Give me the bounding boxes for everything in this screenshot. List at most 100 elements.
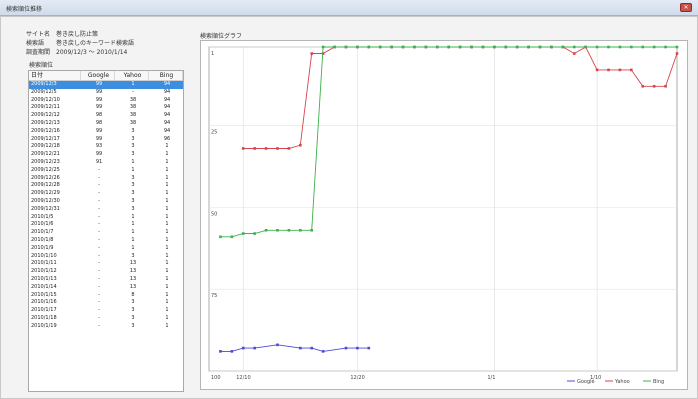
- table-row[interactable]: 2010/1/14 - 13 1: [29, 284, 183, 292]
- table-row[interactable]: 2010/1/15 - 8 1: [29, 292, 183, 300]
- cell-date: 2009/12/23: [31, 158, 60, 165]
- data-point-bing: [595, 45, 599, 49]
- cell-date: 2009/12/10: [31, 96, 60, 103]
- cell-google: -: [98, 283, 100, 290]
- cell-bing: 94: [163, 104, 171, 111]
- cell-yahoo: 3: [131, 190, 135, 197]
- cell-google: -: [98, 221, 100, 228]
- data-point-yahoo: [241, 147, 245, 150]
- cell-yahoo: 38: [129, 112, 137, 119]
- close-button[interactable]: ✕: [680, 3, 692, 12]
- cell-date: 2010/1/9: [31, 244, 54, 251]
- data-point-google: [299, 346, 302, 350]
- column-header-date[interactable]: 日付: [29, 71, 81, 80]
- data-point-bing: [424, 45, 428, 49]
- cell-yahoo: 3: [131, 127, 135, 134]
- data-point-bing: [321, 45, 325, 49]
- column-header-yahoo[interactable]: Yahoo: [115, 71, 149, 80]
- table-row[interactable]: 2010/1/5 - 1 1: [29, 214, 183, 222]
- data-point-bing: [664, 45, 667, 49]
- cell-google: -: [98, 213, 100, 220]
- data-point-bing: [504, 45, 508, 49]
- data-point-yahoo: [299, 143, 302, 147]
- table-row[interactable]: 2009/12/10 99 38 94: [29, 97, 183, 105]
- legend-label-bing: Bing: [653, 379, 664, 385]
- cell-google: -: [98, 322, 100, 329]
- cell-yahoo: 1: [131, 158, 135, 165]
- cell-bing: 1: [165, 260, 169, 267]
- table-row[interactable]: 2009/12/23 91 1 1: [29, 159, 183, 167]
- cell-yahoo: 3: [131, 143, 135, 150]
- table-row[interactable]: 2010/1/11 - 13 1: [29, 260, 183, 268]
- cell-yahoo: 13: [129, 260, 137, 267]
- table-row[interactable]: 2010/1/13 - 13 1: [29, 276, 183, 284]
- cell-bing: 94: [163, 81, 171, 87]
- cell-yahoo: 3: [131, 314, 135, 321]
- table-row[interactable]: 2010/1/12 - 13 1: [29, 268, 183, 276]
- table-row[interactable]: 2009/12/13 98 38 94: [29, 120, 183, 128]
- data-point-bing: [652, 45, 656, 49]
- table-row[interactable]: 2009/12/31 - 3 1: [29, 206, 183, 214]
- column-header-bing[interactable]: Bing: [149, 71, 183, 80]
- cell-yahoo: 3: [131, 307, 135, 314]
- table-row[interactable]: 2010/1/17 - 3 1: [29, 307, 183, 315]
- cell-bing: 1: [165, 252, 169, 259]
- data-point-bing: [493, 45, 496, 49]
- table-row[interactable]: 2009/12/29 - 3 1: [29, 190, 183, 198]
- table-row[interactable]: 2009/12/5 99 - 94: [29, 89, 183, 97]
- cell-yahoo: 1: [131, 229, 135, 236]
- data-point-google: [367, 346, 371, 350]
- column-header-google[interactable]: Google: [81, 71, 115, 80]
- cell-bing: 1: [165, 268, 169, 275]
- cell-yahoo: 3: [131, 174, 135, 181]
- table-row[interactable]: 2010/1/18 - 3 1: [29, 315, 183, 323]
- table-row[interactable]: 2009/12/11 99 38 94: [29, 104, 183, 112]
- table-row[interactable]: 2010/1/9 - 1 1: [29, 245, 183, 253]
- data-point-yahoo: [618, 68, 622, 72]
- table-row[interactable]: 2010/1/8 - 1 1: [29, 237, 183, 245]
- cell-bing: 94: [163, 96, 171, 103]
- ranking-table[interactable]: 日付 Google Yahoo Bing 2009/12/3 99 1 94 2009/…: [28, 70, 184, 392]
- cell-bing: 1: [165, 307, 169, 314]
- table-row[interactable]: 2009/12/3 99 1 94: [29, 81, 183, 89]
- table-row[interactable]: 2009/12/25 - 1 1: [29, 167, 183, 175]
- cell-google: -: [98, 244, 100, 251]
- table-row[interactable]: 2009/12/16 99 3 94: [29, 128, 183, 136]
- table-row[interactable]: 2010/1/10 - 3 1: [29, 253, 183, 261]
- data-point-yahoo: [675, 52, 679, 55]
- table-row[interactable]: 2010/1/6 - 1 1: [29, 221, 183, 229]
- cell-date: 2010/1/6: [31, 221, 54, 228]
- table-row[interactable]: 2009/12/26 - 3 1: [29, 175, 183, 183]
- data-point-yahoo: [641, 84, 645, 88]
- cell-date: 2009/12/16: [31, 127, 60, 134]
- cell-yahoo: 3: [131, 151, 135, 158]
- legend-label-google: Google: [577, 379, 595, 385]
- cell-date: 2009/12/18: [31, 143, 60, 150]
- cell-date: 2009/12/12: [31, 112, 60, 119]
- info-value: 巻き戻しのキーワード検索語: [56, 40, 135, 47]
- cell-yahoo: 1: [131, 166, 135, 173]
- cell-date: 2009/12/25: [31, 166, 60, 173]
- cell-bing: 1: [165, 197, 169, 204]
- data-point-yahoo: [652, 84, 656, 88]
- table-row[interactable]: 2010/1/16 - 3 1: [29, 299, 183, 307]
- data-point-bing: [264, 228, 268, 232]
- cell-yahoo: 1: [131, 244, 135, 251]
- table-row[interactable]: 2010/1/19 - 3 1: [29, 323, 183, 331]
- table-header: 日付 Google Yahoo Bing: [29, 71, 183, 81]
- cell-date: 2010/1/14: [31, 283, 57, 290]
- table-row[interactable]: 2009/12/28 - 3 1: [29, 182, 183, 190]
- data-point-bing: [287, 228, 291, 232]
- cell-bing: 1: [165, 174, 169, 181]
- table-row[interactable]: 2009/12/17 99 3 96: [29, 136, 183, 144]
- cell-bing: 1: [165, 283, 169, 290]
- table-row[interactable]: 2010/1/7 - 1 1: [29, 229, 183, 237]
- table-row[interactable]: 2009/12/30 - 3 1: [29, 198, 183, 206]
- table-row[interactable]: 2009/12/12 98 38 94: [29, 112, 183, 120]
- table-row[interactable]: 2009/12/18 93 3 1: [29, 143, 183, 151]
- data-point-bing: [367, 45, 371, 49]
- cell-google: -: [98, 197, 100, 204]
- data-point-yahoo: [264, 147, 268, 150]
- table-row[interactable]: 2009/12/21 99 3 1: [29, 151, 183, 159]
